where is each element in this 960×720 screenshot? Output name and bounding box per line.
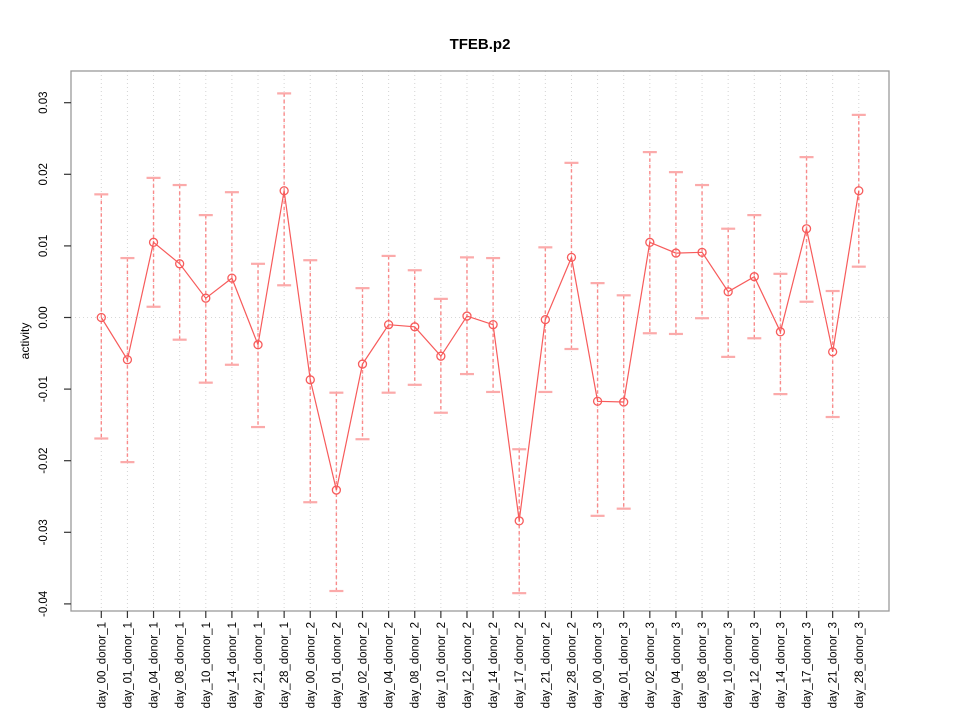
data-point bbox=[175, 259, 185, 269]
x-tick-label: day_04_donor_3 bbox=[671, 622, 683, 708]
data-point bbox=[96, 312, 106, 323]
y-tick-label: -0.01 bbox=[38, 376, 50, 402]
data-point bbox=[148, 237, 159, 247]
error-bar bbox=[825, 289, 840, 419]
x-tick-label: day_01_donor_3 bbox=[619, 622, 631, 708]
x-tick-label: day_12_donor_3 bbox=[749, 622, 761, 708]
x-tick-label: day_04_donor_2 bbox=[384, 622, 396, 708]
error-bar bbox=[773, 272, 788, 396]
chart-title: TFEB.p2 bbox=[449, 36, 511, 53]
x-tick-label: day_12_donor_2 bbox=[462, 622, 474, 708]
data-point bbox=[854, 186, 864, 196]
x-tick-label: day_08_donor_2 bbox=[410, 622, 422, 708]
x-tick-label: day_01_donor_1 bbox=[122, 622, 134, 708]
axes: 0.03 0.02 0.01 0.00 -0.01 -0.02 -0.03 -0.04 day_… bbox=[38, 70, 890, 708]
gridlines bbox=[71, 71, 889, 611]
data-point bbox=[122, 355, 133, 365]
data-point bbox=[383, 320, 394, 330]
data-point bbox=[801, 224, 812, 234]
x-tick-label: day_21_donor_1 bbox=[253, 622, 265, 708]
x-tick-label: day_17_donor_2 bbox=[514, 622, 526, 708]
data-point bbox=[697, 247, 707, 257]
y-tick-label: -0.03 bbox=[38, 519, 50, 545]
x-tick-label: day_17_donor_3 bbox=[802, 622, 814, 708]
data-point bbox=[592, 396, 603, 406]
error-bar bbox=[721, 227, 736, 358]
error-bar bbox=[94, 193, 109, 440]
data-point bbox=[775, 327, 786, 337]
x-tick-label: day_21_donor_3 bbox=[828, 622, 840, 708]
data-point bbox=[331, 485, 342, 495]
x-tick-label: day_02_donor_3 bbox=[645, 622, 657, 708]
error-bar bbox=[381, 254, 396, 394]
error-bar bbox=[512, 448, 527, 595]
data-point bbox=[723, 287, 733, 297]
error-bar bbox=[486, 256, 501, 394]
x-tick-label: day_14_donor_1 bbox=[227, 622, 239, 708]
error-bar bbox=[695, 183, 710, 320]
x-tick-label: day_08_donor_3 bbox=[697, 622, 709, 708]
x-tick-label: day_10_donor_2 bbox=[436, 622, 448, 708]
x-tick-label: day_10_donor_3 bbox=[723, 622, 735, 708]
y-tick-label: 0.01 bbox=[38, 235, 50, 257]
data-point bbox=[828, 347, 838, 357]
data-point bbox=[749, 272, 759, 282]
x-tick-label: day_28_donor_3 bbox=[854, 622, 866, 708]
error-bar bbox=[668, 171, 683, 336]
error-bar bbox=[851, 113, 866, 268]
data-point bbox=[514, 516, 524, 526]
series-polyline bbox=[100, 190, 860, 521]
y-tick-label: -0.02 bbox=[38, 448, 50, 474]
data-point bbox=[671, 248, 681, 258]
x-tick-label: day_10_donor_1 bbox=[201, 622, 213, 708]
data-point bbox=[305, 375, 315, 385]
data-point bbox=[253, 340, 263, 350]
x-tick-label: day_08_donor_1 bbox=[175, 622, 187, 708]
data-point bbox=[619, 397, 629, 407]
x-tick-label: day_21_donor_2 bbox=[540, 622, 552, 708]
plot-box bbox=[70, 70, 890, 612]
x-tick-label: day_28_donor_1 bbox=[279, 622, 291, 708]
error-bar bbox=[564, 161, 579, 351]
series-line bbox=[100, 190, 860, 521]
error-bar bbox=[329, 391, 344, 593]
error-bar bbox=[616, 294, 631, 510]
data-point bbox=[357, 359, 368, 369]
x-tick-label: day_00_donor_1 bbox=[96, 622, 108, 708]
y-tick-label: 0.03 bbox=[38, 92, 50, 114]
x-tick-label: day_00_donor_2 bbox=[305, 622, 317, 708]
error-bars bbox=[94, 92, 866, 595]
error-bar bbox=[224, 191, 239, 366]
x-tick-label: day_01_donor_2 bbox=[331, 622, 343, 708]
data-point bbox=[279, 186, 289, 196]
data-point bbox=[645, 237, 655, 247]
x-tick-label: day_04_donor_1 bbox=[149, 622, 161, 708]
y-tick-label: -0.04 bbox=[38, 590, 50, 617]
data-point bbox=[227, 273, 237, 283]
error-bar bbox=[277, 92, 292, 287]
data-point bbox=[488, 320, 498, 330]
error-bar bbox=[355, 287, 370, 441]
y-tick-label: 0.02 bbox=[38, 163, 50, 185]
data-point bbox=[410, 322, 420, 332]
data-point bbox=[201, 293, 211, 303]
x-tick-label: day_28_donor_2 bbox=[566, 622, 578, 708]
data-point bbox=[436, 351, 446, 361]
error-bar bbox=[172, 183, 187, 341]
data-point bbox=[566, 252, 577, 263]
x-tick-label: day_14_donor_3 bbox=[775, 622, 787, 708]
data-point bbox=[540, 314, 550, 325]
x-tick-label: day_00_donor_3 bbox=[593, 622, 605, 708]
data-points bbox=[96, 186, 864, 526]
x-tick-label: day_14_donor_2 bbox=[488, 622, 500, 708]
error-bar bbox=[747, 214, 762, 340]
error-bar bbox=[251, 262, 266, 429]
y-tick-label: 0.00 bbox=[38, 306, 50, 328]
x-tick-label: day_02_donor_2 bbox=[358, 622, 370, 708]
data-point bbox=[462, 311, 472, 321]
